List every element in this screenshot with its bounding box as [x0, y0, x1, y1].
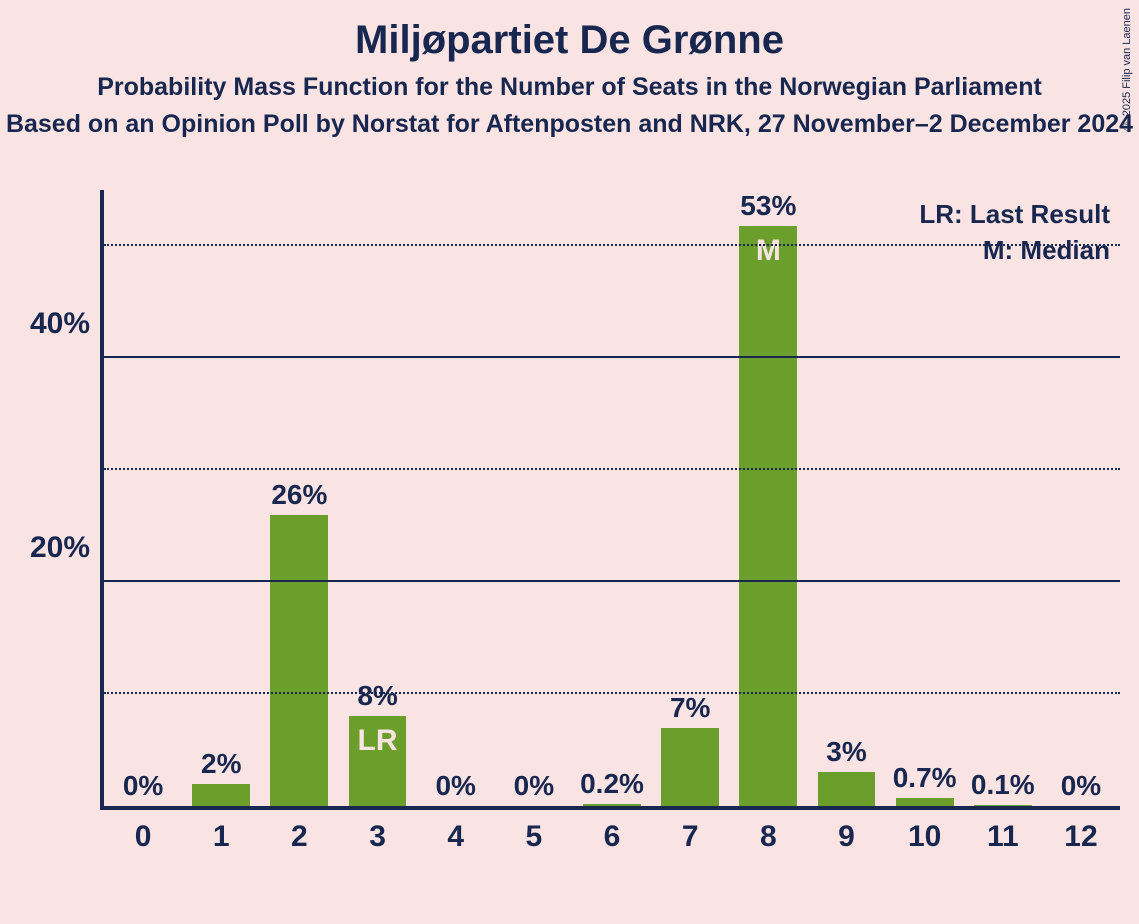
- x-tick-label: 4: [417, 820, 495, 854]
- bar-cell: 0.7%: [886, 190, 964, 806]
- grid-minor: [104, 692, 1120, 694]
- x-tick-label: 5: [495, 820, 573, 854]
- bar-value-label: 7%: [670, 692, 710, 724]
- x-tick-label: 9: [807, 820, 885, 854]
- legend-m: M: Median: [919, 232, 1110, 268]
- bar: [974, 805, 1032, 806]
- x-tick-label: 7: [651, 820, 729, 854]
- bar-value-label: 0%: [123, 770, 163, 802]
- chart-area: LR: Last Result M: Median 0%2%26%8%LR0%0…: [100, 190, 1120, 870]
- bar: LR: [349, 716, 407, 806]
- bar-value-label: 26%: [271, 479, 327, 511]
- bar-cell: 7%: [651, 190, 729, 806]
- x-tick-label: 8: [729, 820, 807, 854]
- x-tick-label: 11: [964, 820, 1042, 854]
- bars-container: 0% 2% 26% 8% LR 0% 0% 0.2% 7% 53% M 3% 0.7% 0.1% 0%: [104, 190, 1120, 806]
- bar-value-label: 0.2%: [580, 768, 644, 800]
- bar: [192, 784, 250, 806]
- copyright-text: © 2025 Filip van Laenen: [1121, 8, 1133, 131]
- grid-major: [104, 580, 1120, 582]
- bar-value-label: 0.7%: [893, 762, 957, 794]
- bar-value-label: 0%: [514, 770, 554, 802]
- bar: M: [739, 226, 797, 806]
- bar: [896, 798, 954, 806]
- legend-lr: LR: Last Result: [919, 196, 1110, 232]
- x-tick-label: 12: [1042, 820, 1120, 854]
- bar-value-label: 0%: [435, 770, 475, 802]
- x-tick-label: 6: [573, 820, 651, 854]
- bar-value-label: 8%: [357, 680, 397, 712]
- bar-value-label: 3%: [826, 736, 866, 768]
- x-tick-label: 0: [104, 820, 182, 854]
- grid-major: [104, 356, 1120, 358]
- x-tick-label: 2: [260, 820, 338, 854]
- bar-cell: 0%: [1042, 190, 1120, 806]
- chart-subtitle-1: Probability Mass Function for the Number…: [0, 73, 1139, 102]
- bar-cell: 0.1%: [964, 190, 1042, 806]
- plot-region: LR: Last Result M: Median 0%2%26%8%LR0%0…: [100, 190, 1120, 810]
- bar: [270, 515, 328, 806]
- bar-value-label: 2%: [201, 748, 241, 780]
- bar: [818, 772, 876, 806]
- bar-annotation: LR: [358, 716, 398, 758]
- x-axis-labels: 0123456789101112: [104, 820, 1120, 854]
- bar-cell: 0%: [417, 190, 495, 806]
- bar-cell: 0%: [104, 190, 182, 806]
- bar-annotation: M: [756, 226, 781, 268]
- y-tick-label: 20%: [30, 531, 90, 565]
- x-tick-label: 10: [886, 820, 964, 854]
- bar-value-label: 0%: [1061, 770, 1101, 802]
- y-tick-label: 40%: [30, 307, 90, 341]
- legend: LR: Last Result M: Median: [919, 196, 1110, 269]
- bar-value-label: 53%: [740, 190, 796, 222]
- bar-cell: 26%: [260, 190, 338, 806]
- bar-cell: 8% LR: [338, 190, 416, 806]
- chart-title: Miljøpartiet De Grønne: [0, 0, 1139, 63]
- x-tick-label: 3: [338, 820, 416, 854]
- bar: [661, 728, 719, 806]
- bar-value-label: 0.1%: [971, 769, 1035, 801]
- grid-minor: [104, 468, 1120, 470]
- bar-cell: 2%: [182, 190, 260, 806]
- bar-cell: 0%: [495, 190, 573, 806]
- bar-cell: 0.2%: [573, 190, 651, 806]
- bar-cell: 53% M: [729, 190, 807, 806]
- x-tick-label: 1: [182, 820, 260, 854]
- bar-cell: 3%: [807, 190, 885, 806]
- chart-subtitle-2: Based on an Opinion Poll by Norstat for …: [0, 110, 1139, 139]
- bar: [583, 804, 641, 806]
